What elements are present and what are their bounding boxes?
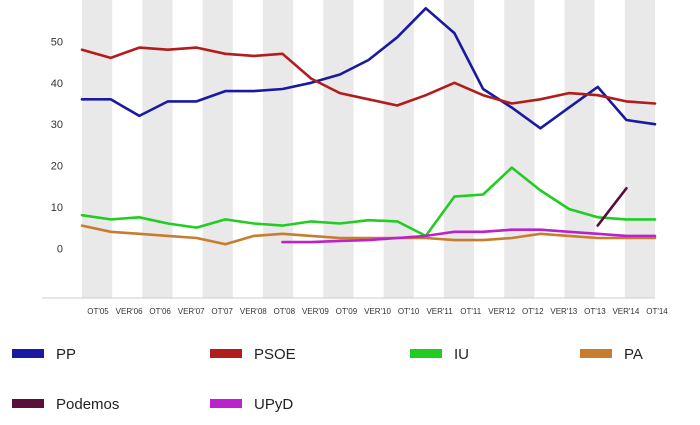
y-tick-label: 40 — [51, 78, 63, 90]
series-line-iu — [80, 166, 657, 238]
grid-band — [142, 0, 173, 298]
grid-bands — [42, 0, 655, 299]
grid-band — [624, 0, 655, 298]
x-axis-ticks: OT'05 VER'06 OT'06 VER'07 OT'07 VER'08 OT'08 VE… — [87, 307, 668, 316]
x-tick-label: OT'07 — [211, 307, 233, 316]
x-tick-label: OT'05 — [87, 307, 109, 316]
x-tick-label: OT'08 — [274, 307, 296, 316]
legend-label-psoe: PSOE — [254, 346, 296, 363]
x-tick-label: VER'07 — [178, 307, 205, 316]
legend-swatch-pp — [12, 349, 44, 358]
x-tick-label: VER'08 — [240, 307, 267, 316]
grid-band — [504, 0, 535, 298]
legend-swatch-psoe — [210, 349, 242, 358]
series-line-psoe — [80, 46, 657, 107]
y-tick-label: 10 — [51, 202, 63, 214]
series-lines — [80, 7, 657, 246]
legend-swatch-podemos — [12, 399, 44, 408]
legend: PP PSOE IU PA Podemos UPyD — [12, 346, 643, 413]
y-tick-label: 30 — [51, 119, 63, 131]
x-tick-label: VER'14 — [612, 307, 639, 316]
x-tick-label: VER'09 — [302, 307, 329, 316]
x-tick-label: OT'14 — [646, 307, 668, 316]
grid-band — [564, 0, 595, 298]
grid-band — [202, 0, 233, 298]
grid-band — [262, 0, 294, 298]
x-tick-label: VER'13 — [550, 307, 577, 316]
x-tick-label: VER'10 — [364, 307, 391, 316]
series-line-pa — [80, 224, 657, 246]
grid-band — [383, 0, 414, 298]
legend-swatch-upyd — [210, 399, 242, 408]
x-tick-label: OT'12 — [522, 307, 544, 316]
x-tick-label: VER'12 — [488, 307, 515, 316]
series-line-pp — [80, 7, 657, 130]
x-tick-label: VER'11 — [426, 307, 453, 316]
y-tick-label: 50 — [51, 36, 63, 48]
legend-label-iu: IU — [454, 346, 469, 363]
x-tick-label: OT'13 — [584, 307, 606, 316]
y-tick-label: 0 — [57, 243, 63, 255]
x-tick-label: OT'09 — [336, 307, 358, 316]
legend-label-podemos: Podemos — [56, 396, 119, 413]
grid-band — [82, 0, 113, 298]
series-line-podemos — [596, 187, 628, 227]
legend-swatch-iu — [410, 349, 442, 358]
legend-label-upyd: UPyD — [254, 396, 293, 413]
legend-label-pa: PA — [624, 346, 643, 363]
y-axis-ticks: 0 10 20 30 40 50 — [51, 36, 63, 255]
y-tick-label: 20 — [51, 161, 63, 173]
x-tick-label: VER'06 — [116, 307, 143, 316]
x-tick-label: OT'11 — [460, 307, 481, 316]
x-tick-label: OT'10 — [398, 307, 420, 316]
series-line-upyd — [281, 228, 657, 244]
legend-swatch-pa — [580, 349, 612, 358]
grid-band — [323, 0, 354, 298]
grid-band — [443, 0, 475, 298]
x-tick-label: OT'06 — [149, 307, 171, 316]
legend-label-pp: PP — [56, 346, 76, 363]
